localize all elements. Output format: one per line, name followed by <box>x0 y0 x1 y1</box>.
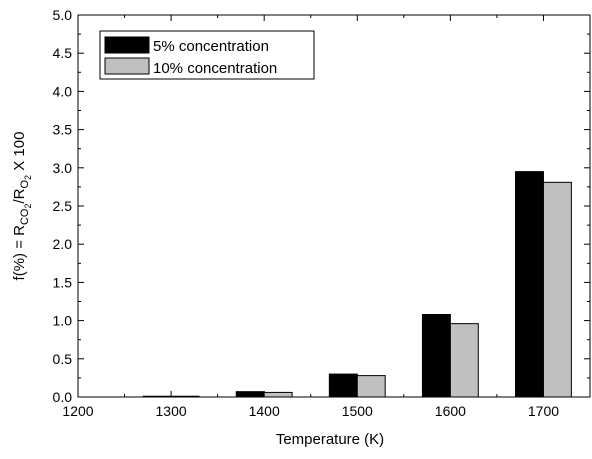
x-tick-label: 1500 <box>342 403 373 419</box>
bar-5pct-1400 <box>235 391 265 398</box>
y-tick-label: 3.0 <box>53 160 73 176</box>
bar-5pct-1500 <box>328 373 358 398</box>
y-axis-title-sub-co2: CO <box>19 208 31 225</box>
y-axis-title: f(%) = RCO2/RO2 X 100 <box>11 132 33 281</box>
bar-10pct-1500 <box>356 375 386 398</box>
x-tick-labels: 1200 1300 1400 1500 1600 1700 <box>62 403 559 419</box>
y-tick-label: 2.0 <box>53 236 73 252</box>
legend-swatch-10pct <box>104 57 150 75</box>
x-tick-label: 1300 <box>156 403 187 419</box>
y-tick-label: 1.0 <box>53 313 73 329</box>
x-tick-label: 1200 <box>62 403 93 419</box>
x-tick-label: 1600 <box>435 403 466 419</box>
y-tick-label: 4.5 <box>53 45 73 61</box>
x-tick-label: 1700 <box>528 403 559 419</box>
y-tick-label: 2.5 <box>53 198 73 214</box>
y-tick-label: 4.0 <box>53 83 73 99</box>
legend: 5% concentration 10% concentration <box>99 30 315 80</box>
plot-frame <box>77 14 591 398</box>
bar-10pct-1400 <box>263 391 293 398</box>
y-tick-label: 0.5 <box>53 351 73 367</box>
y-tick-labels: 0.0 0.5 1.0 1.5 2.0 2.5 3.0 3.5 4.0 4.5 5.0 <box>53 7 73 405</box>
y-axis-title-mid: /R <box>11 188 28 203</box>
x-tick-label: 1400 <box>249 403 280 419</box>
x-axis-title: Temperature (K) <box>276 431 384 448</box>
bars <box>142 171 572 398</box>
legend-label-10pct: 10% concentration <box>153 60 277 77</box>
y-tick-label: 1.5 <box>53 274 73 290</box>
y-tick-label: 5.0 <box>53 7 73 23</box>
bar-10pct-1700 <box>542 181 572 398</box>
y-axis-title-prefix: f(%) = R <box>11 225 28 281</box>
y-axis-title-sub-o2: O <box>19 180 31 189</box>
y-axis-title-suffix: X 100 <box>11 132 28 175</box>
bar-5pct-1600 <box>421 313 451 398</box>
bar-10pct-1600 <box>449 323 479 398</box>
legend-swatch-5pct <box>104 36 150 54</box>
y-tick-label: 0.0 <box>53 389 73 405</box>
y-axis-title-subsub-2: 2 <box>23 204 33 209</box>
y-axis-title-subsub-o2: 2 <box>23 175 33 180</box>
legend-label-5pct: 5% concentration <box>153 38 269 55</box>
y-tick-label: 3.5 <box>53 122 73 138</box>
bar-5pct-1700 <box>515 171 544 398</box>
